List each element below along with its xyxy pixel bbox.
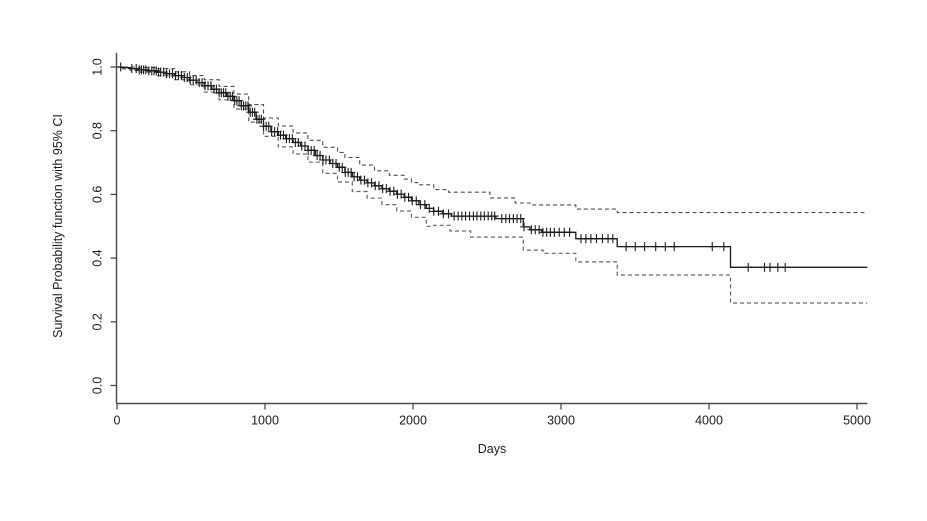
axis-labels-layer: Days Survival Probability function with … xyxy=(51,114,506,456)
censor-plus-mark xyxy=(773,262,782,272)
censor-plus-mark xyxy=(651,242,660,252)
censor-plus-mark xyxy=(338,162,347,172)
censor-plus-mark xyxy=(434,206,443,216)
x-tick-label: 5000 xyxy=(843,414,871,428)
censor-plus-mark xyxy=(719,242,728,252)
censor-plus-mark xyxy=(264,121,273,131)
censor-plus-mark xyxy=(708,242,717,252)
censor-plus-mark xyxy=(622,242,631,252)
censor-plus-mark xyxy=(781,262,790,272)
censor-plus-mark xyxy=(235,96,244,106)
x-axis-title: Days xyxy=(478,442,506,456)
censor-marks-layer xyxy=(116,62,790,272)
x-tick-label: 1000 xyxy=(251,414,279,428)
censor-plus-mark xyxy=(608,234,617,244)
x-tick-label: 3000 xyxy=(547,414,575,428)
censor-plus-mark xyxy=(670,242,679,252)
censor-plus-mark xyxy=(310,145,319,155)
y-tick-label: 0.4 xyxy=(91,249,105,266)
censor-plus-mark xyxy=(640,242,649,252)
censor-plus-mark xyxy=(516,214,525,224)
y-axis-title: Survival Probability function with 95% C… xyxy=(51,114,65,338)
censor-plus-mark xyxy=(444,209,453,219)
censor-plus-mark xyxy=(243,101,252,111)
censor-plus-mark xyxy=(744,262,753,272)
censor-plus-mark xyxy=(250,107,259,117)
censor-plus-mark xyxy=(631,242,640,252)
censor-plus-mark xyxy=(332,159,341,169)
axes-layer: 0 1000 2000 3000 4000 5000 0.0 0.2 0.4 0.6 0.8 1.0 xyxy=(91,53,871,428)
y-tick-label: 0.8 xyxy=(91,122,105,139)
upper-95ci-curve xyxy=(117,66,868,214)
y-tick-label: 0.0 xyxy=(91,377,105,394)
y-tick-label: 0.2 xyxy=(91,313,105,330)
censor-plus-mark xyxy=(412,196,421,206)
censor-plus-mark xyxy=(420,200,429,210)
x-tick-label: 4000 xyxy=(695,414,723,428)
censor-plus-mark xyxy=(257,114,266,124)
lower-95ci-curve xyxy=(117,66,868,304)
confidence-band-layer xyxy=(117,66,868,304)
censor-plus-mark xyxy=(765,262,774,272)
y-tick-label: 1.0 xyxy=(91,58,105,75)
censor-plus-mark xyxy=(425,203,434,213)
x-tick-label: 2000 xyxy=(399,414,427,428)
censor-plus-mark xyxy=(661,242,670,252)
x-tick-label: 0 xyxy=(114,414,121,428)
censor-plus-mark xyxy=(116,62,125,72)
censor-plus-mark xyxy=(300,141,309,151)
y-tick-label: 0.6 xyxy=(91,186,105,203)
censor-plus-mark xyxy=(520,222,528,232)
censor-plus-mark xyxy=(490,211,499,221)
censor-plus-mark xyxy=(565,227,574,237)
